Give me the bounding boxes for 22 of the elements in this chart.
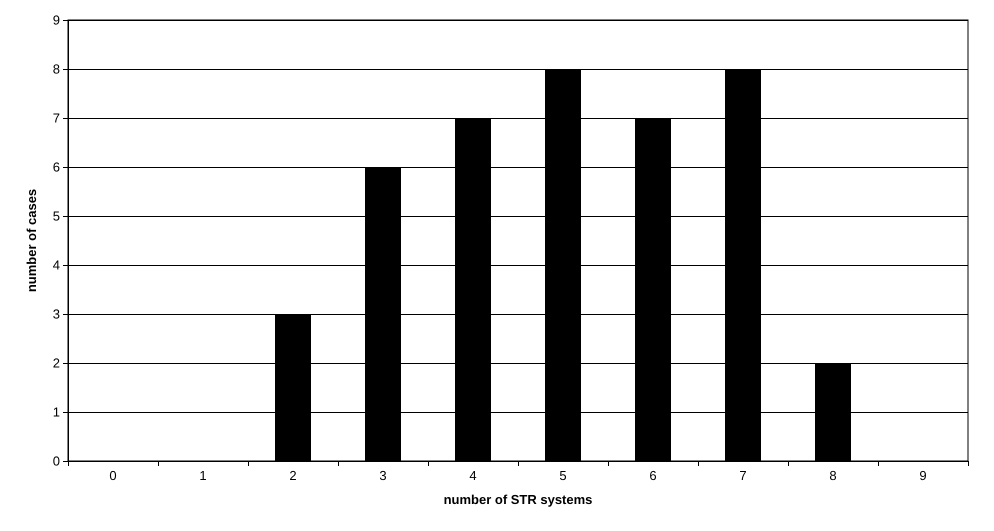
x-tick-label: 0	[109, 468, 117, 483]
y-tick-label: 2	[52, 356, 60, 370]
y-tick-label: 6	[52, 160, 60, 174]
x-tick-label: 7	[739, 468, 747, 483]
x-tick-label: 5	[559, 468, 567, 483]
y-tick-label: 0	[52, 454, 60, 468]
y-tick-label: 3	[52, 306, 60, 322]
x-tick-label: 1	[199, 468, 207, 483]
y-tick-label: 1	[52, 404, 60, 420]
x-tick-label: 3	[379, 468, 387, 483]
x-axis-title: number of STR systems	[444, 492, 592, 507]
x-tick-label: 4	[469, 468, 477, 483]
y-tick-label: 9	[52, 12, 60, 28]
y-tick-label: 4	[52, 258, 60, 272]
x-tick-label: 9	[919, 468, 927, 483]
y-tick-label: 5	[52, 208, 60, 224]
y-tick-label: 7	[52, 110, 60, 126]
x-tick-label: 6	[649, 468, 657, 483]
y-axis-title: number of cases	[24, 188, 39, 292]
y-tick-label: 8	[52, 62, 60, 76]
x-tick-label: 2	[289, 468, 297, 483]
x-tick-label: 8	[829, 468, 837, 483]
